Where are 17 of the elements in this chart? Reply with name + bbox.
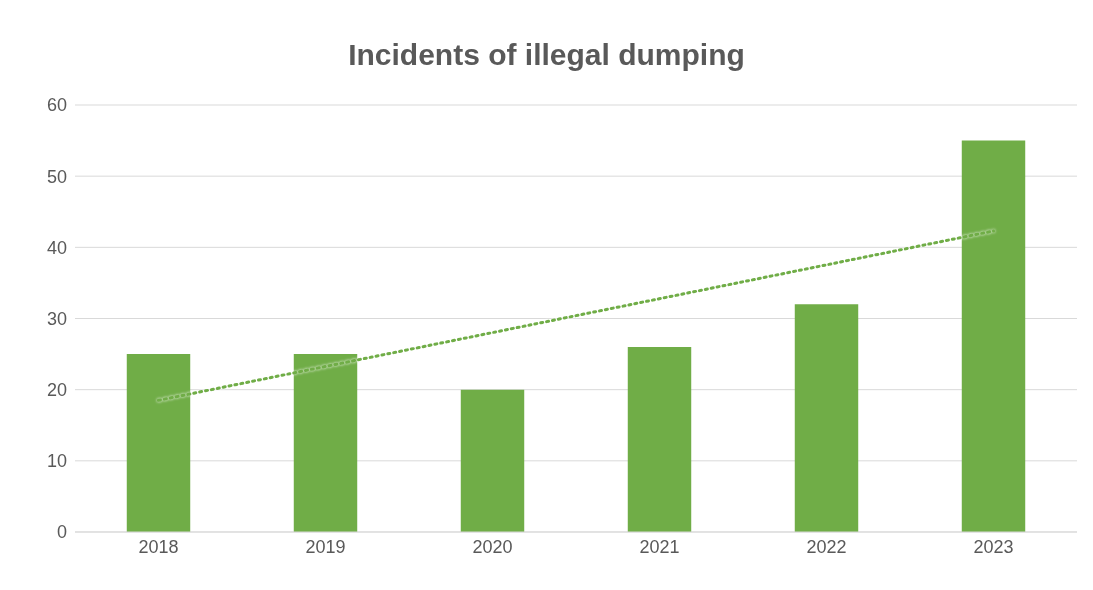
bar [794, 304, 859, 532]
bar [627, 346, 692, 532]
x-tick-label: 2022 [806, 536, 847, 557]
y-tick-label: 60 [46, 95, 67, 116]
x-tick-label: 2021 [639, 536, 680, 557]
y-tick-label: 40 [46, 237, 67, 258]
x-tick-label: 2018 [138, 536, 179, 557]
y-tick-label: 0 [56, 522, 67, 543]
x-tick-label: 2020 [472, 536, 513, 557]
y-tick-label: 20 [46, 380, 67, 401]
y-tick-label: 50 [46, 166, 67, 187]
x-tick-label: 2019 [305, 536, 346, 557]
bar [460, 389, 525, 532]
y-tick-label: 10 [46, 451, 67, 472]
chart-title: Incidents of illegal dumping [347, 38, 746, 72]
x-tick-label: 2023 [973, 536, 1014, 557]
y-tick-label: 30 [46, 308, 67, 329]
